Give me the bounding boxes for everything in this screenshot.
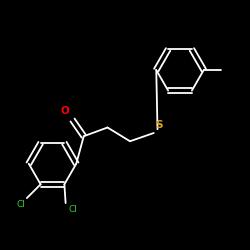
Text: O: O: [61, 106, 70, 116]
Text: Cl: Cl: [68, 205, 77, 214]
Text: S: S: [155, 120, 162, 130]
Text: Cl: Cl: [17, 200, 26, 209]
